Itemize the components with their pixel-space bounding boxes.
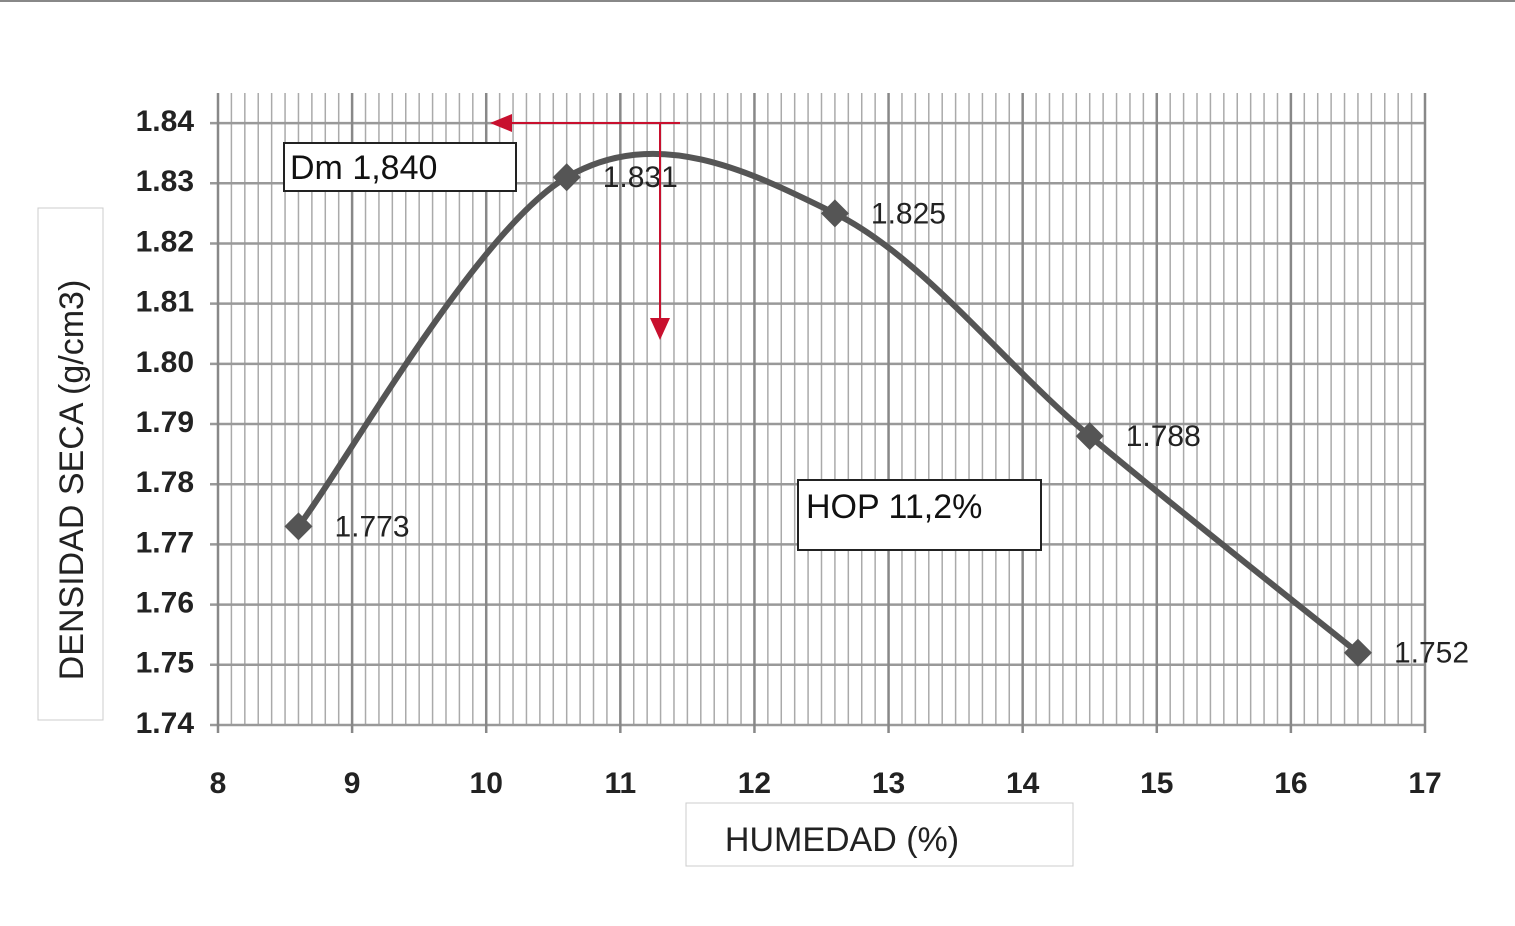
y-tick-label: 1.74 xyxy=(136,707,195,740)
y-tick-label: 1.83 xyxy=(136,165,194,198)
point-marker xyxy=(552,163,581,192)
annotation: HOP 11,2% xyxy=(806,488,982,526)
y-axis-title: DENSIDAD SECA (g/cm3) xyxy=(53,280,91,681)
data-label: 1.825 xyxy=(871,197,946,230)
y-tick-label: 1.78 xyxy=(136,466,194,499)
x-tick-label: 17 xyxy=(1408,767,1441,800)
data-label: 1.752 xyxy=(1394,637,1469,670)
x-tick-label: 16 xyxy=(1274,767,1307,800)
x-tick-label: 15 xyxy=(1140,767,1173,800)
arrow-head xyxy=(490,114,512,132)
point-marker xyxy=(820,199,849,228)
y-tick-label: 1.75 xyxy=(136,647,194,680)
x-tick-label: 10 xyxy=(470,767,503,800)
plot: 1.773 1.831 1.825 1.788 1.752 xyxy=(284,150,1469,670)
y-tick-label: 1.80 xyxy=(136,346,194,379)
y-title-box xyxy=(37,207,104,721)
point-marker xyxy=(284,512,313,541)
grid: 1.74 1.75 1.76 1.77 1.78 1.79 1.80 1.81 1.82 1.83… xyxy=(136,93,1442,800)
arrow-head xyxy=(650,318,670,340)
y-tick-label: 1.82 xyxy=(136,225,194,258)
annotation: Dm 1,840 xyxy=(290,149,437,187)
y-tick-label: 1.79 xyxy=(136,406,194,439)
data-label: 1.788 xyxy=(1126,420,1201,453)
x-tick-label: 11 xyxy=(604,767,636,800)
x-tick-label: 12 xyxy=(738,767,771,800)
annotation-box xyxy=(797,479,1042,551)
x-title-box xyxy=(685,802,1074,867)
x-tick-label: 13 xyxy=(872,767,905,800)
series-line xyxy=(296,150,1360,656)
x-axis-title: HUMEDAD (%) xyxy=(725,821,959,859)
data-label: 1.773 xyxy=(334,510,409,543)
point-marker xyxy=(1343,638,1372,667)
y-tick-label: 1.76 xyxy=(136,587,194,620)
y-tick-label: 1.81 xyxy=(136,286,194,319)
y-tick-label: 1.77 xyxy=(136,526,194,559)
point-marker xyxy=(1075,422,1104,451)
x-tick-label: 14 xyxy=(1006,767,1040,800)
annotation-box xyxy=(283,142,517,192)
x-tick-label: 8 xyxy=(210,767,227,800)
data-label: 1.831 xyxy=(603,161,678,194)
y-tick-label: 1.84 xyxy=(136,105,195,138)
x-tick-label: 9 xyxy=(344,767,361,800)
